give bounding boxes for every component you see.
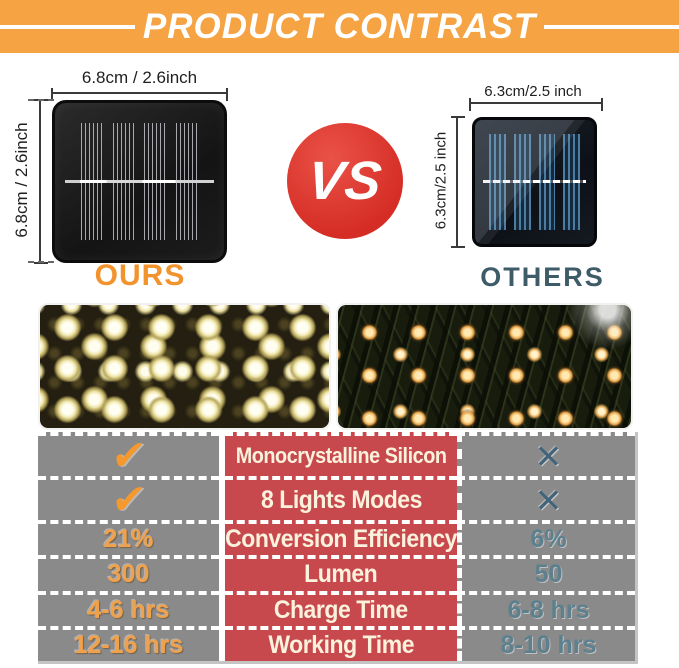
- dimension-extension-line: [28, 99, 54, 101]
- column-divider: [219, 476, 225, 520]
- feature-cell: Charge Time: [225, 590, 457, 626]
- column-divider: [219, 555, 225, 591]
- others-value: 8-10 hrs: [500, 630, 597, 659]
- check-icon: ✔: [109, 432, 148, 476]
- solar-busbar: [483, 180, 586, 183]
- others-height-dimension-line: [451, 116, 465, 248]
- ours-value: 12-16 hrs: [73, 630, 184, 659]
- solar-busbar: [65, 179, 214, 183]
- photo-ours-string-lights: [38, 303, 331, 430]
- banner-rule-left: [0, 24, 135, 29]
- ours-value: 21%: [103, 525, 154, 554]
- others-label: OTHERS: [480, 262, 605, 292]
- feature-cell: Lumen: [225, 555, 457, 591]
- ours-width-dimension-label: 6.8cm / 2.6inch: [81, 68, 198, 87]
- ours-label: OURS: [94, 259, 186, 292]
- x-icon: ✕: [534, 436, 563, 476]
- page-title: PRODUCT CONTRAST: [142, 6, 537, 46]
- table-row: 4-6 hrs Charge Time 6-8 hrs: [38, 590, 635, 626]
- others-width-dimension-label: 6.3cm/2.5 inch: [484, 83, 582, 100]
- table-row: 300 Lumen 50: [38, 555, 635, 591]
- table-row: ✔ Monocrystalline Silicon ✕: [38, 432, 635, 476]
- others-value: 50: [534, 560, 563, 589]
- dimension-extension-line: [28, 261, 54, 263]
- vs-label: VS: [304, 151, 386, 211]
- column-divider: [219, 520, 225, 556]
- banner-rule-right: [544, 24, 679, 29]
- ours-value: 4-6 hrs: [87, 595, 170, 624]
- comparison-table: ✔ Monocrystalline Silicon ✕ ✔ 8 Lights Modes…: [38, 432, 638, 664]
- column-divider: [219, 432, 225, 476]
- solar-panel-ours: [52, 100, 227, 263]
- ours-height-dimension-label: 6.8cm / 2.6inch: [12, 122, 31, 238]
- feature-label: Charge Time: [274, 595, 408, 624]
- feature-cell: Working Time: [225, 625, 457, 661]
- page-banner: PRODUCT CONTRAST: [0, 0, 679, 53]
- others-height-dimension-label: 6.3cm/2.5 inch: [432, 131, 450, 230]
- ours-value: 300: [107, 560, 150, 589]
- feature-cell: Monocrystalline Silicon: [225, 432, 457, 476]
- x-icon: ✕: [534, 480, 563, 520]
- feature-label: Conversion Efficiency: [225, 525, 457, 554]
- others-width-dimension-line: [469, 98, 603, 111]
- photo-others-string-lights: [336, 303, 633, 430]
- feature-cell: 8 Lights Modes: [225, 476, 457, 520]
- check-icon: ✔: [109, 476, 148, 520]
- others-value: 6-8 hrs: [507, 595, 590, 624]
- panel-reflection: [475, 120, 594, 244]
- feature-label: Lumen: [304, 560, 378, 589]
- table-row: 21% Conversion Efficiency 6%: [38, 520, 635, 556]
- column-divider: [219, 590, 225, 626]
- ours-height-dimension-line: [34, 99, 48, 264]
- feature-cell: Conversion Efficiency: [225, 520, 457, 556]
- solar-panel-others: [472, 117, 597, 247]
- feature-label: Working Time: [268, 630, 414, 659]
- column-divider: [219, 625, 225, 661]
- feature-label: Monocrystalline Silicon: [235, 443, 447, 468]
- feature-label: 8 Lights Modes: [260, 485, 422, 514]
- table-row: 12-16 hrs Working Time 8-10 hrs: [38, 625, 635, 661]
- others-value: 6%: [530, 525, 567, 554]
- ours-width-dimension-line: [51, 88, 228, 101]
- table-row: ✔ 8 Lights Modes ✕: [38, 476, 635, 520]
- vs-badge: VS: [287, 123, 403, 239]
